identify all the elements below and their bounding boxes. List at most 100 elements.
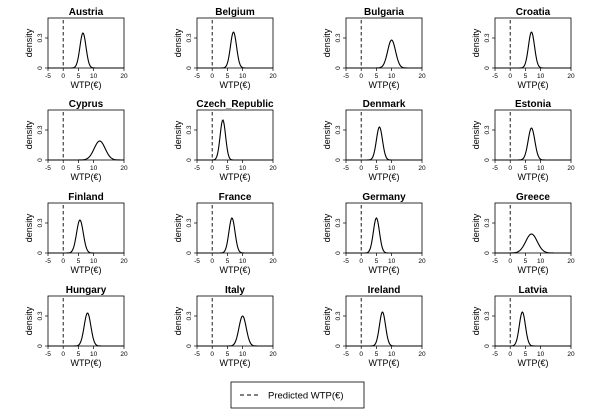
density-curve [197,315,273,347]
y-axis-label: density [471,28,481,57]
y-tick-label: 0.3 [186,33,193,42]
x-tick-label: 0 [210,73,214,80]
x-tick-label: 5 [226,351,230,358]
x-tick-label: 0 [508,351,512,358]
y-tick-label: 0.3 [484,125,491,134]
x-tick-label: -5 [194,351,200,358]
x-tick-label: 5 [226,258,230,265]
plot-box [494,109,572,161]
x-tick-label: 10 [90,73,98,80]
y-axis-label: density [24,213,34,242]
panel-title: Ireland [368,285,401,296]
x-tick-label: 0 [210,165,214,172]
x-tick-label: 5 [226,73,230,80]
y-tick-label: 0 [484,344,491,348]
panel-title: Finland [68,192,104,203]
panel-title: France [219,192,252,203]
x-tick-label: 20 [269,165,277,172]
plot-box [494,17,572,69]
x-tick-label: 10 [388,165,396,172]
density-curve [495,311,571,347]
y-tick-label: 0.3 [484,218,491,227]
plot-box [345,202,423,254]
x-tick-label: -5 [343,258,349,265]
y-axis-label: density [322,306,332,335]
panel-title: Germany [362,192,406,203]
x-tick-label: 5 [77,165,81,172]
x-tick-label: 20 [567,73,575,80]
x-tick-label: -5 [343,165,349,172]
y-tick-label: 0.3 [335,311,342,320]
x-tick-label: 5 [77,351,81,358]
x-axis-label: WTP(€) [369,172,400,182]
y-tick-label: 0.3 [335,33,342,42]
y-tick-label: 0.3 [484,33,491,42]
plot-box [196,202,274,254]
x-axis-label: WTP(€) [220,80,251,90]
x-axis-label: WTP(€) [71,80,102,90]
y-tick-label: 0 [186,251,193,255]
x-tick-label: 0 [359,258,363,265]
x-axis-label: WTP(€) [518,172,549,182]
x-axis-label: WTP(€) [518,358,549,368]
y-tick-label: 0.3 [186,311,193,320]
y-tick-label: 0 [484,66,491,70]
y-axis-label: density [322,213,332,242]
x-tick-label: 20 [418,165,426,172]
x-tick-label: 0 [61,258,65,265]
y-axis-label: density [173,120,183,149]
x-tick-label: -5 [194,258,200,265]
density-curve [197,119,273,161]
x-tick-label: -5 [45,73,51,80]
density-curve [48,312,124,347]
x-tick-label: -5 [343,351,349,358]
x-tick-label: 0 [508,258,512,265]
y-tick-label: 0 [335,344,342,348]
panel-title: Estonia [515,99,552,110]
plot-box [345,109,423,161]
y-tick-label: 0.3 [37,33,44,42]
x-tick-label: 10 [239,165,247,172]
y-tick-label: 0.3 [186,218,193,227]
density-curve [48,219,124,254]
x-tick-label: 20 [269,258,277,265]
legend: Predicted WTP(€) [230,381,365,409]
plot-box [345,295,423,347]
x-tick-label: 10 [537,165,545,172]
y-axis-label: density [322,28,332,57]
x-tick-label: 5 [375,165,379,172]
x-tick-label: -5 [343,73,349,80]
x-tick-label: 10 [90,165,98,172]
y-axis-label: density [471,120,481,149]
x-tick-label: 20 [418,73,426,80]
x-tick-label: 20 [120,351,128,358]
panel-title: Latvia [519,285,548,296]
x-axis-label: WTP(€) [220,358,251,368]
plot-box [494,202,572,254]
y-tick-label: 0.3 [186,125,193,134]
x-tick-label: 5 [524,73,528,80]
density-curve [495,233,571,254]
x-tick-label: 0 [61,351,65,358]
y-tick-label: 0 [335,251,342,255]
x-tick-label: 5 [375,258,379,265]
legend-box [230,381,365,409]
panel-title: Czech_Republic [196,99,274,110]
x-tick-label: 20 [269,351,277,358]
x-tick-label: 0 [359,73,363,80]
x-tick-label: 5 [524,165,528,172]
y-tick-label: 0.3 [335,125,342,134]
x-axis-label: WTP(€) [71,265,102,275]
x-tick-label: 5 [226,165,230,172]
x-tick-label: -5 [492,73,498,80]
density-curve [346,126,422,161]
x-tick-label: 20 [567,165,575,172]
y-tick-label: 0.3 [484,311,491,320]
y-axis-label: density [24,120,34,149]
